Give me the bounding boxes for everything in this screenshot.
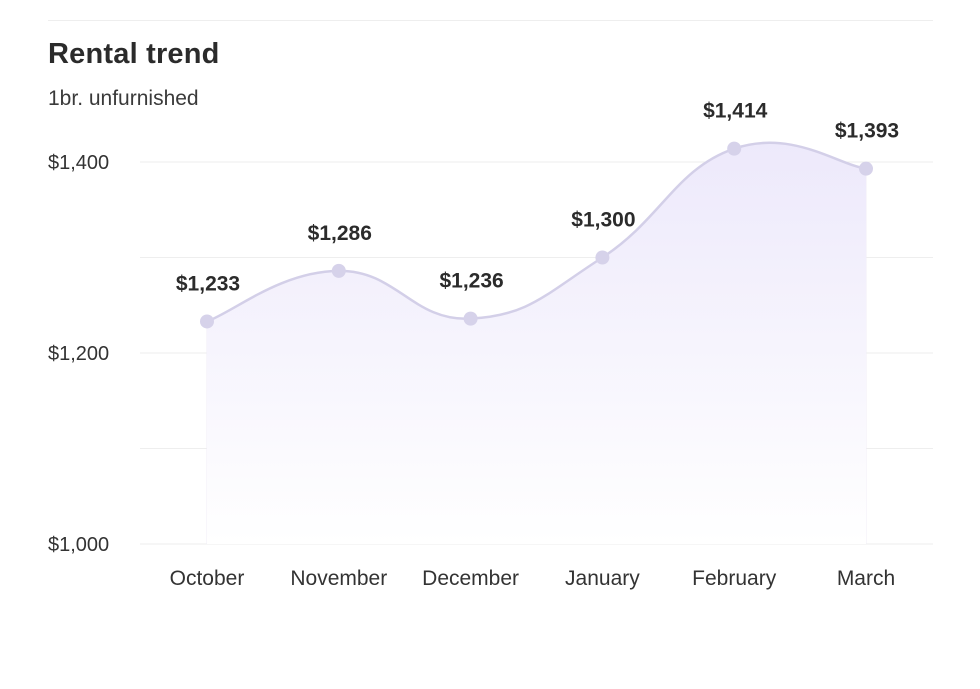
line-layer [206, 141, 867, 323]
y-axis-ticks: $1,000 $1,200 $1,400 [48, 152, 109, 556]
x-tick-label-march: March [837, 567, 895, 590]
point-february [727, 141, 742, 156]
data-label-november: $1,286 [308, 222, 372, 245]
point-december [463, 311, 478, 326]
top-divider [48, 20, 933, 21]
data-label-october: $1,233 [176, 272, 240, 295]
x-tick-label-january: January [565, 567, 640, 590]
x-axis-ticks: October November December January February Ma… [170, 567, 896, 590]
point-january [595, 250, 610, 265]
data-label-january: $1,300 [571, 209, 635, 232]
series-area [207, 142, 866, 544]
y-tick-label: $1,200 [48, 343, 109, 365]
x-tick-label-february: February [692, 567, 777, 590]
data-labels: $1,233 $1,286 $1,236 $1,300 $1,414 $1,393 [176, 100, 899, 296]
series-line [206, 141, 867, 323]
points-layer [200, 141, 873, 329]
y-tick-label: $1,000 [48, 534, 109, 556]
point-march [859, 161, 873, 176]
data-label-march: $1,393 [835, 120, 899, 143]
y-tick-label: $1,400 [48, 152, 109, 174]
chart-title: Rental trend [48, 38, 220, 70]
x-tick-label-november: November [290, 567, 387, 590]
x-tick-label-october: October [170, 567, 245, 590]
point-october [200, 314, 214, 329]
area-layer [207, 142, 866, 544]
data-label-december: $1,236 [439, 270, 503, 293]
data-label-february: $1,414 [703, 100, 768, 123]
chart-subtitle: 1br. unfurnished [48, 87, 199, 110]
x-tick-label-december: December [422, 567, 519, 590]
point-november [331, 263, 346, 278]
